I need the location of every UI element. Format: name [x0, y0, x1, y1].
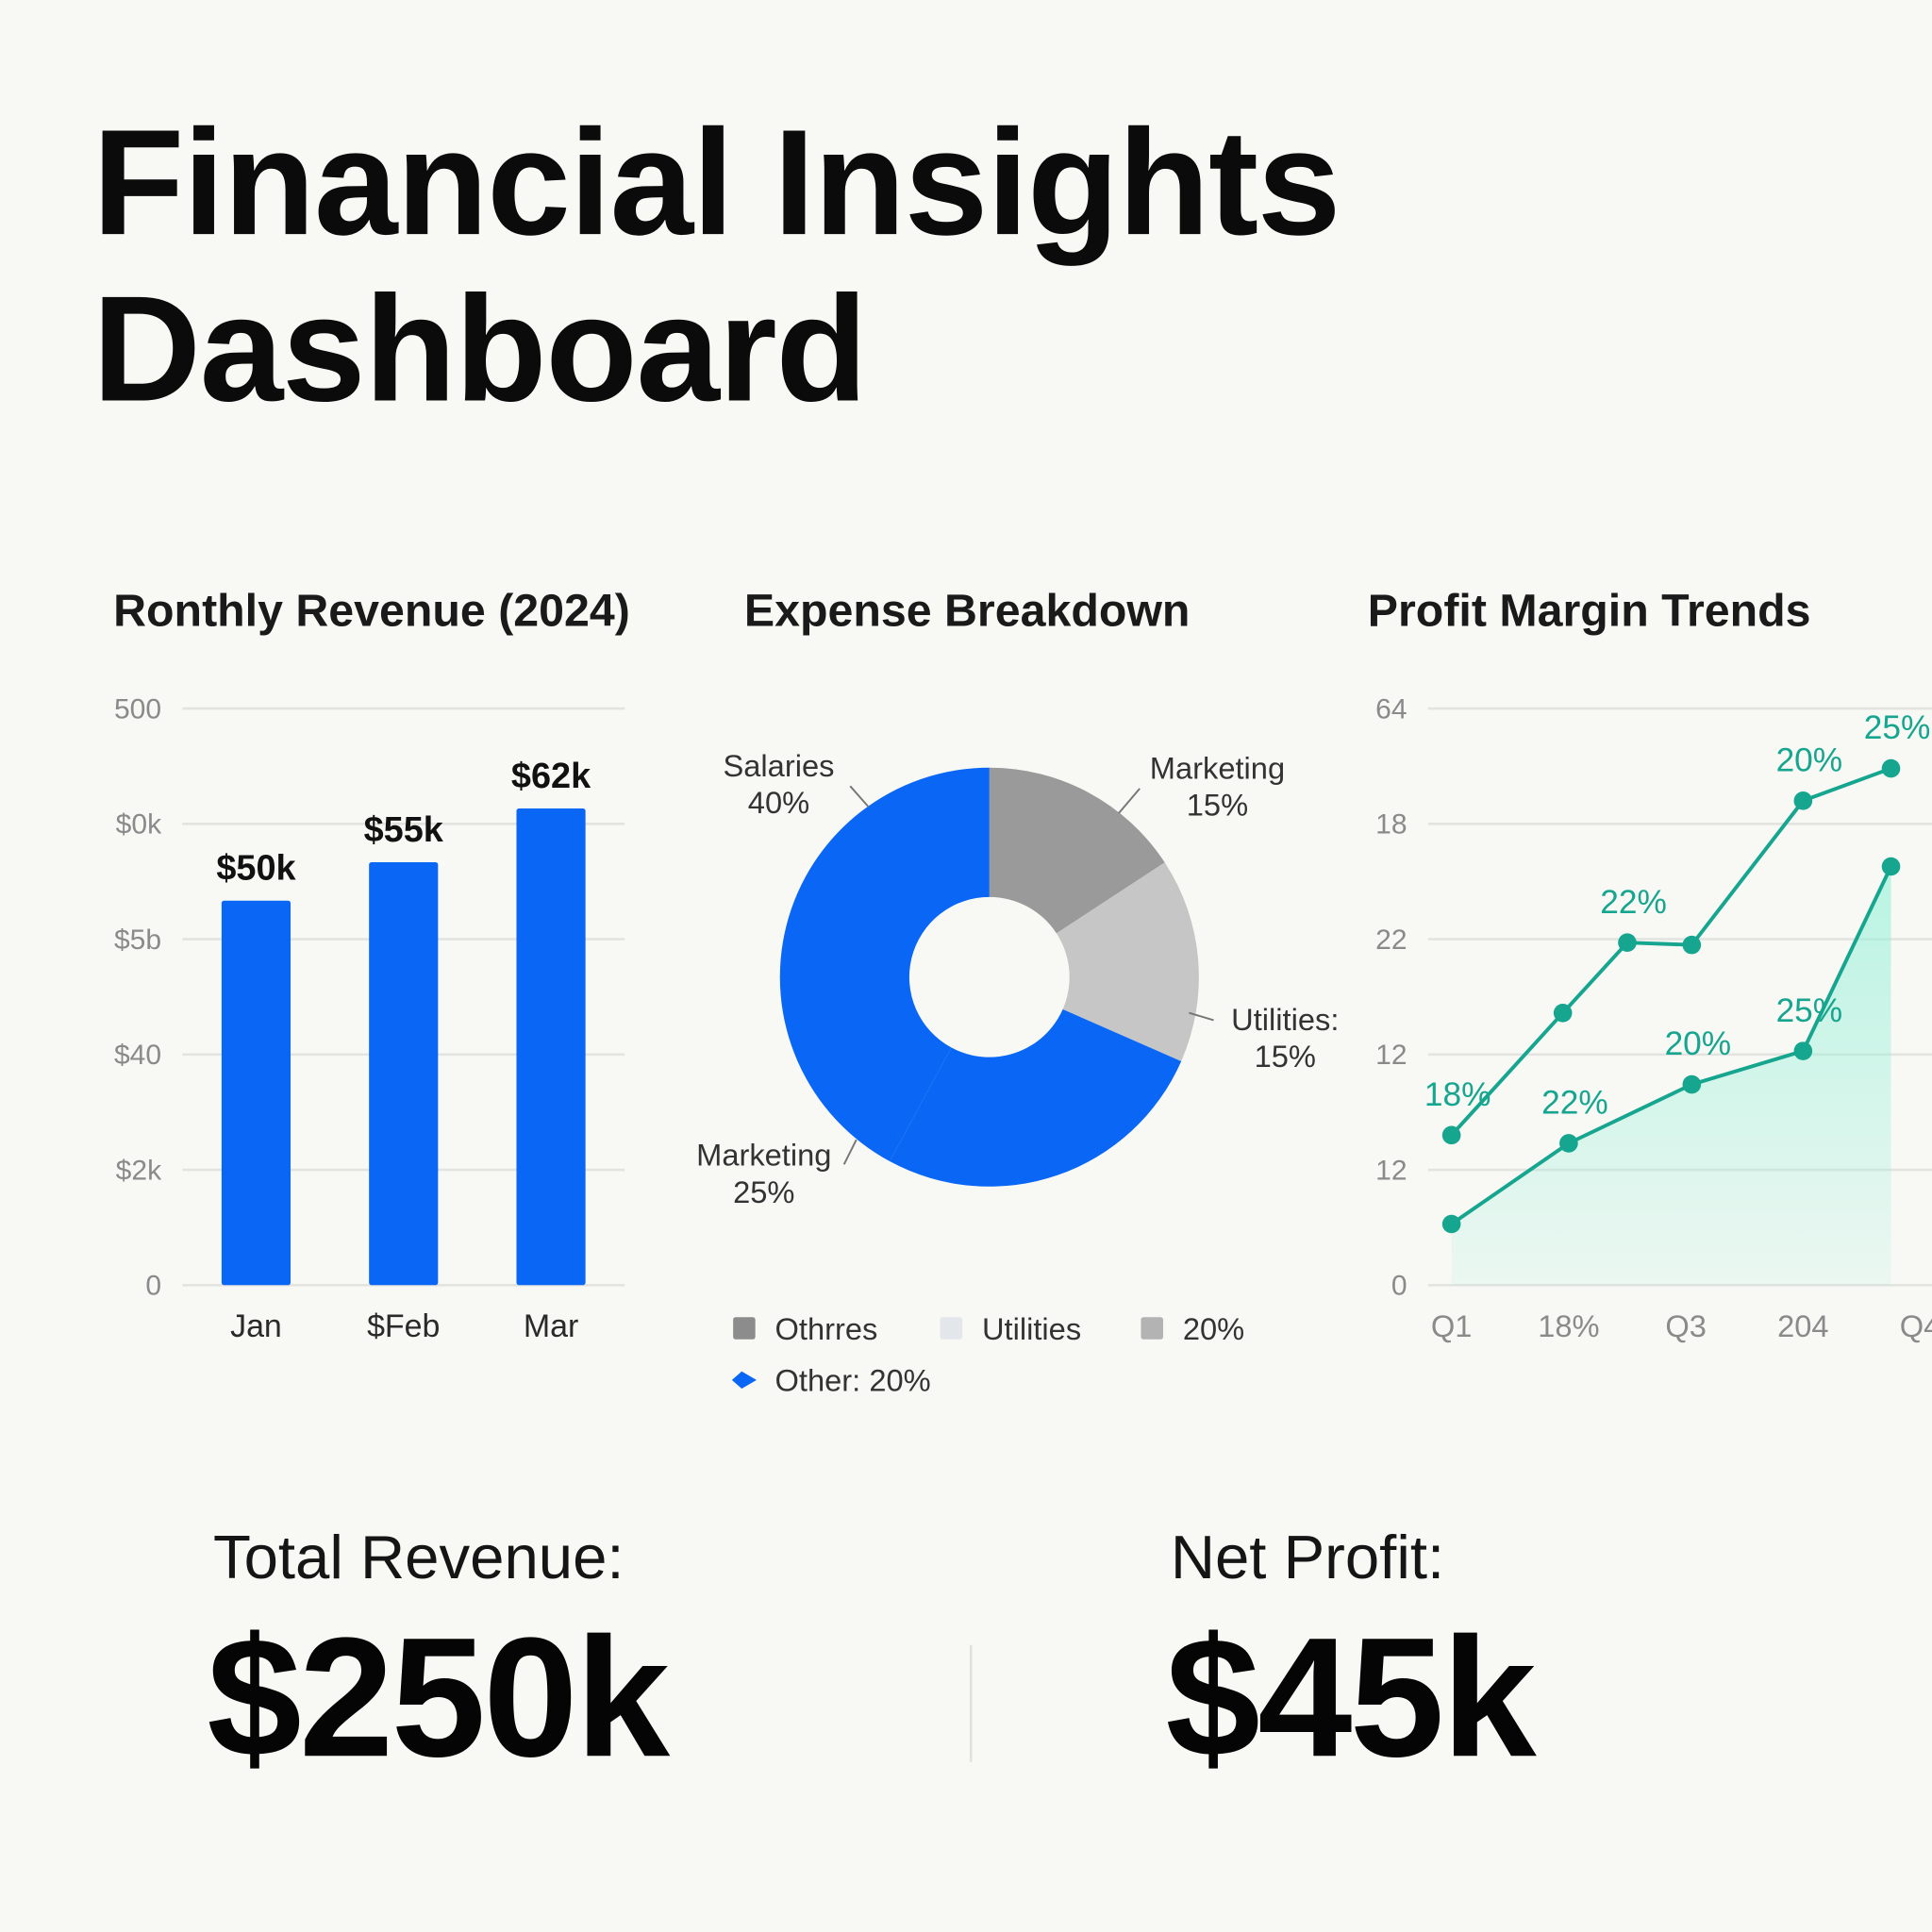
y-tick-label: 500 [114, 693, 161, 724]
dashboard-title: Dashboard [92, 264, 866, 432]
legend-label: 20% [1183, 1311, 1244, 1346]
x-tick-label: 18% [1538, 1308, 1599, 1343]
legend-label: Other: 20% [775, 1363, 931, 1398]
legend-marker [731, 1371, 757, 1389]
y-tick-label: 12 [1375, 1040, 1407, 1071]
slice-value: 15% [1187, 788, 1248, 823]
kpi-label: Total Revenue: [213, 1523, 625, 1591]
kpi-value: $45k [1166, 1603, 1538, 1792]
kpi-label: Net Profit: [1171, 1523, 1444, 1591]
data-label: $55k [364, 810, 444, 850]
point [1559, 1134, 1578, 1153]
legend-label: Utilities [982, 1311, 1081, 1346]
data-label: $62k [511, 757, 591, 796]
y-tick-label: 12 [1375, 1155, 1407, 1186]
kpi-value: $250k [207, 1603, 671, 1792]
slice-label: Utilities: [1231, 1002, 1339, 1037]
line [1450, 766, 1892, 1137]
x-tick-label: Q4 [1900, 1308, 1932, 1343]
y-tick-label: 22 [1375, 924, 1407, 956]
pie-slice [1056, 862, 1199, 1061]
point [1441, 1214, 1461, 1234]
y-tick-label: $40 [114, 1040, 161, 1071]
pie-slice [989, 767, 1165, 934]
y-tick-label: 0 [145, 1271, 161, 1302]
point [1793, 791, 1813, 810]
legend-marker [733, 1317, 756, 1340]
leader-line [842, 1139, 858, 1165]
annotation: 20% [1776, 741, 1843, 778]
leader-line [849, 785, 870, 808]
annotation: 25% [1776, 992, 1843, 1029]
y-tick-label: 18 [1375, 809, 1407, 841]
slice-value: 40% [748, 785, 809, 820]
slice-label: Marketing [696, 1138, 831, 1173]
chart-title: Profit Margin Trends [1368, 586, 1811, 637]
x-tick-label: Q1 [1431, 1308, 1473, 1343]
annotation: 22% [1541, 1085, 1608, 1122]
leader-line [1118, 788, 1141, 814]
legend-marker [940, 1317, 963, 1340]
slice-label: Salaries [724, 748, 835, 783]
annotation: 22% [1600, 884, 1667, 921]
point [1553, 1003, 1573, 1023]
x-tick-label: Q3 [1665, 1308, 1707, 1343]
point [1441, 1125, 1461, 1145]
pie-slice [779, 767, 990, 1162]
slice-value: 25% [733, 1174, 794, 1209]
x-tick-label: Mar [524, 1308, 578, 1344]
point [1881, 758, 1901, 778]
annotation: 20% [1665, 1025, 1732, 1062]
annotation: 25% [1864, 709, 1931, 746]
dashboard-title: Financial Insights [92, 98, 1340, 266]
y-tick-label: $2k [116, 1155, 162, 1186]
y-tick-label: 0 [1391, 1271, 1407, 1302]
point [1682, 935, 1702, 955]
y-tick-label: $0k [116, 809, 162, 841]
bar [369, 862, 439, 1286]
area [1451, 866, 1891, 1286]
pie-slice [890, 1008, 1182, 1187]
point [1881, 857, 1901, 876]
chart-title: Ronthly Revenue (2024) [113, 586, 630, 637]
y-tick-label: 64 [1375, 693, 1407, 724]
bar [221, 900, 291, 1286]
chart-title: Expense Breakdown [744, 586, 1191, 637]
point [1618, 933, 1637, 952]
x-tick-label: Jan [230, 1308, 282, 1344]
legend-label: Othrres [775, 1311, 878, 1346]
x-tick-label: $Feb [367, 1308, 440, 1344]
point [1682, 1074, 1702, 1094]
data-label: $50k [216, 849, 296, 889]
leader-line [1189, 1011, 1214, 1022]
y-tick-label: $5b [114, 924, 161, 956]
slice-value: 15% [1255, 1039, 1316, 1074]
point [1793, 1041, 1813, 1060]
slice-label: Marketing [1150, 750, 1285, 785]
x-tick-label: 204 [1777, 1308, 1828, 1343]
annotation: 18% [1424, 1076, 1491, 1113]
bar [516, 808, 586, 1286]
legend-marker [1141, 1317, 1163, 1340]
